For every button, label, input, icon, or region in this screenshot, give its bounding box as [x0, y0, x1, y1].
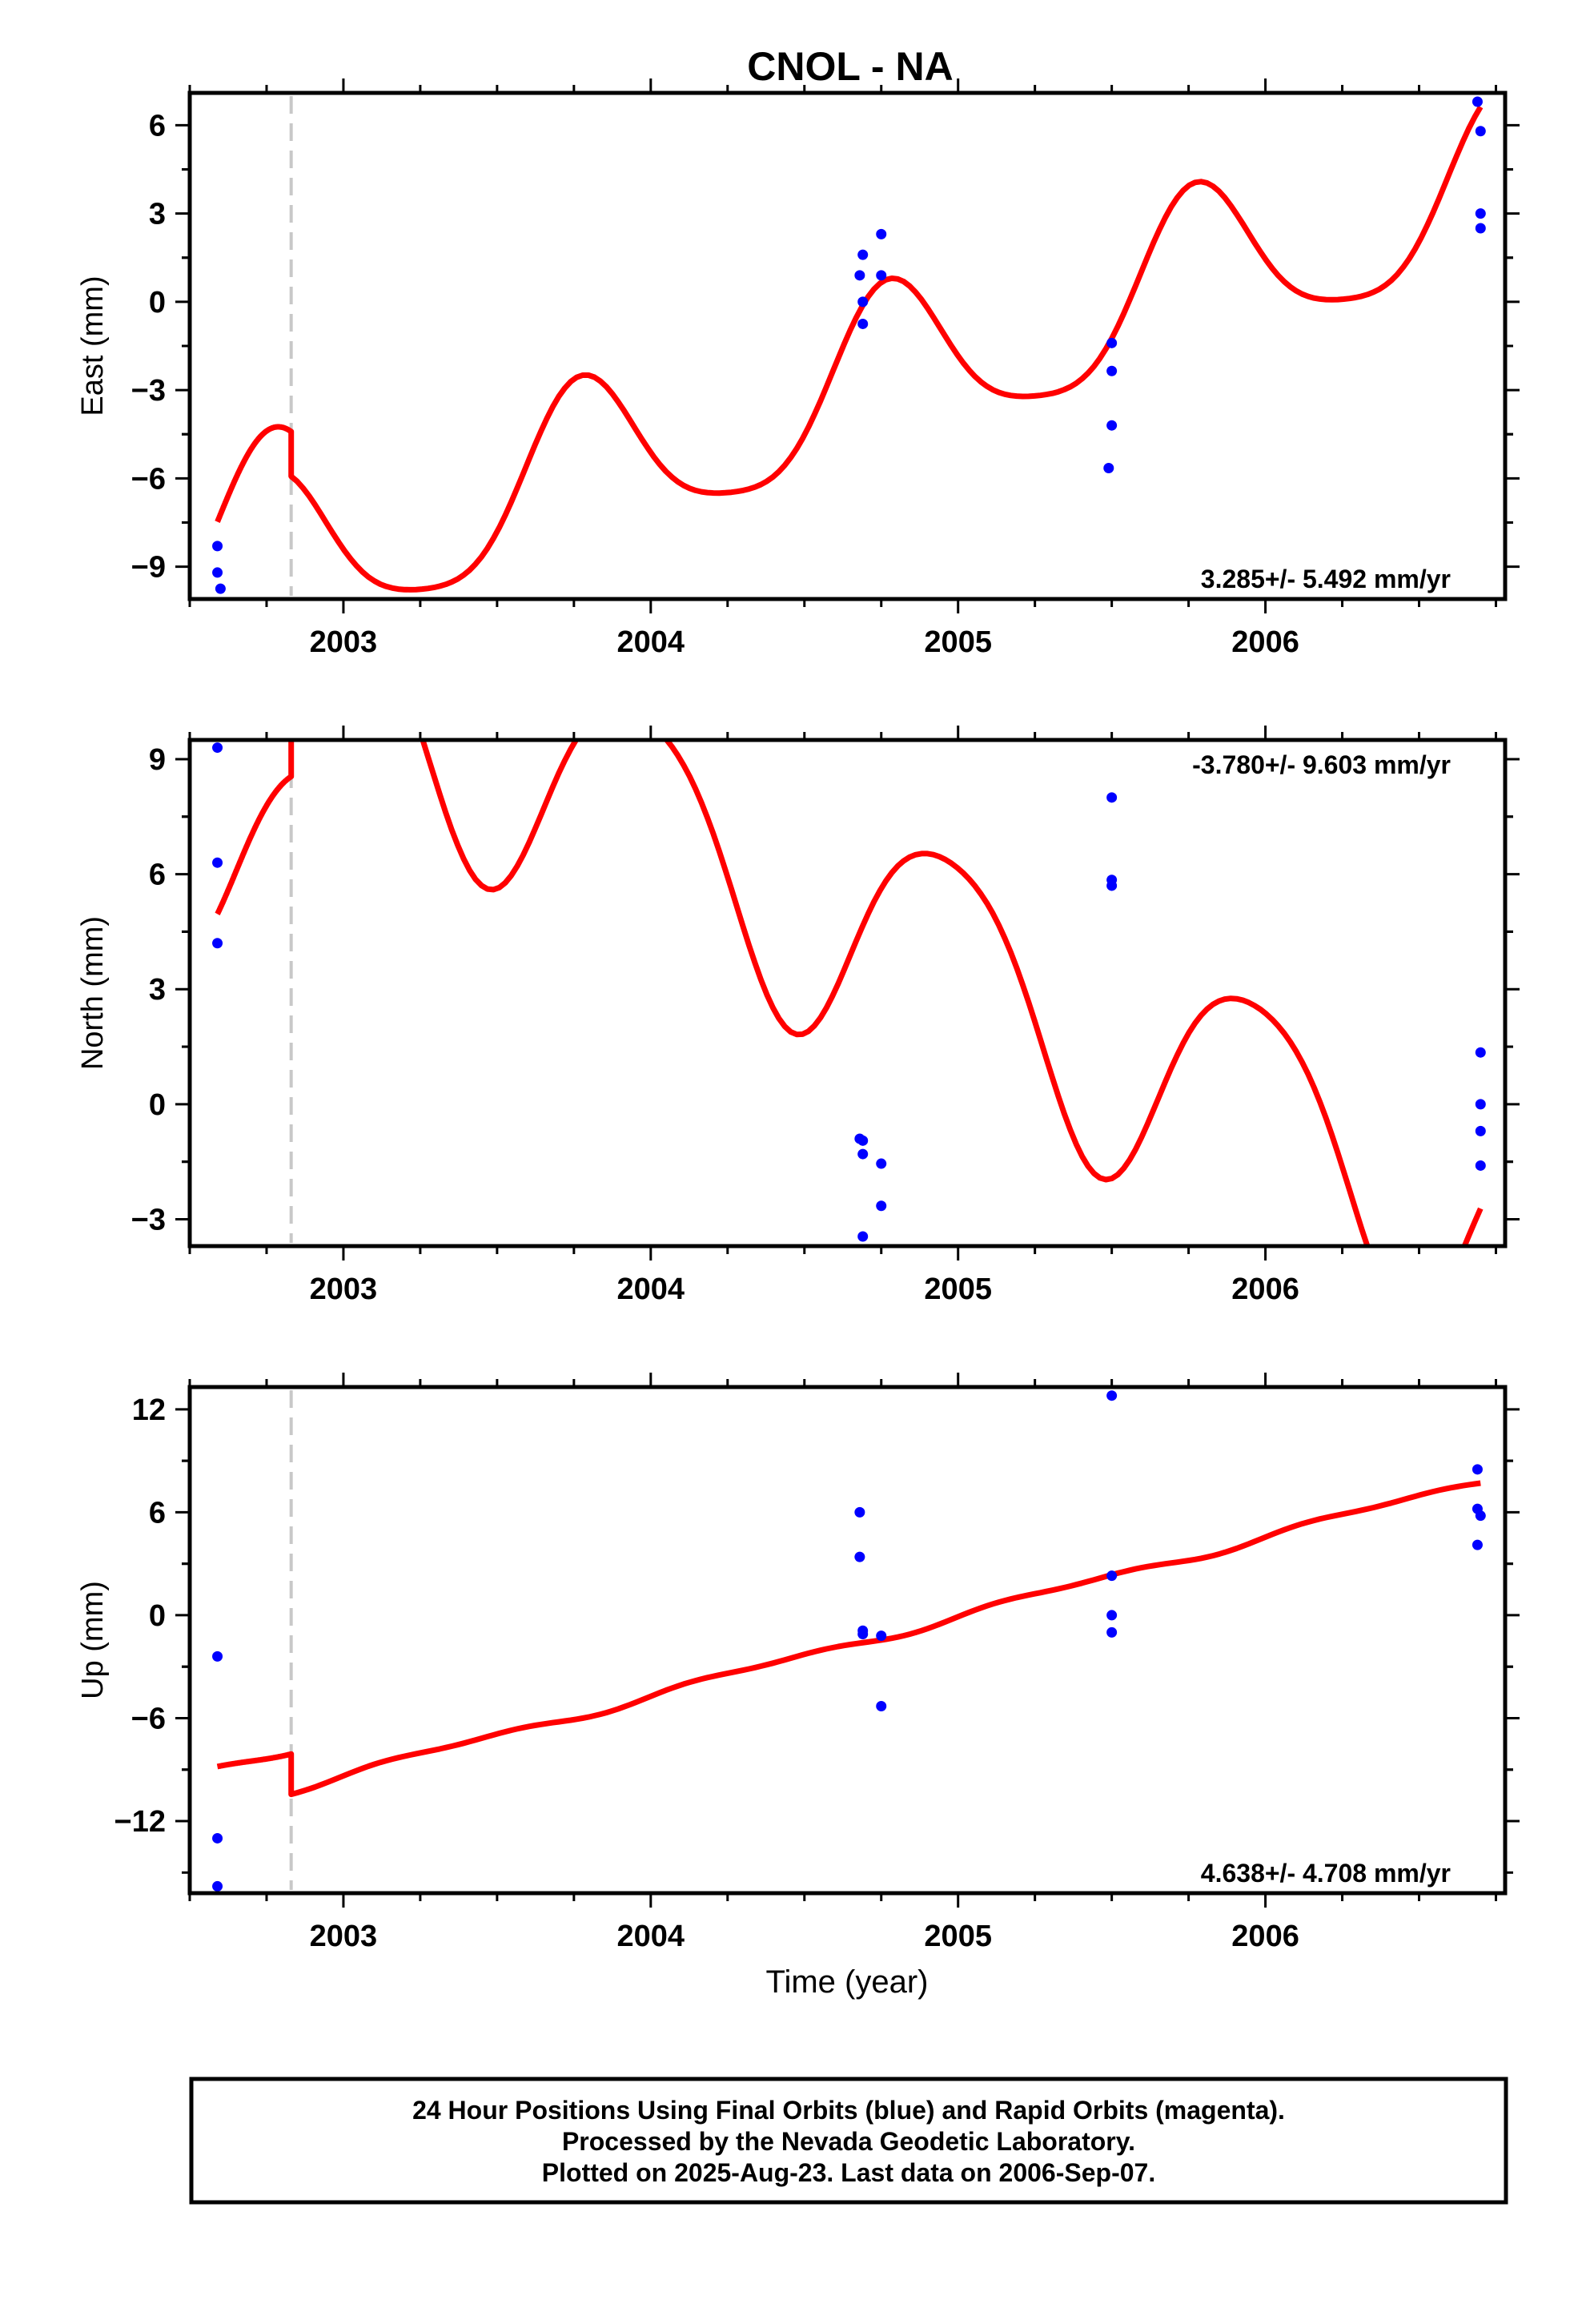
y-tick-label: 0 — [149, 1088, 166, 1122]
plot-frame — [187, 738, 1508, 1248]
data-point — [212, 938, 223, 949]
velocity-annotation: 4.638+/- 4.708 mm/yr — [1201, 1859, 1451, 1888]
footer-line-3: Plotted on 2025-Aug-23. Last data on 200… — [542, 2158, 1155, 2187]
data-point — [1475, 1160, 1486, 1171]
data-point — [1475, 223, 1486, 234]
data-point — [212, 1832, 223, 1844]
data-point — [1106, 1610, 1118, 1621]
footer-box: 24 Hour Positions Using Final Orbits (bl… — [189, 2077, 1508, 2205]
x-tick-label: 2003 — [310, 1273, 378, 1306]
data-point — [212, 567, 223, 578]
data-point — [1472, 96, 1483, 107]
y-tick-label: 3 — [149, 198, 166, 231]
panel-north: 2003 2004 2005 2006 −3 0 3 6 9 North (mm) -3.780+/… — [76, 726, 1520, 1306]
data-point — [857, 296, 869, 308]
data-point — [212, 742, 223, 754]
plot-frame — [187, 1385, 1508, 1896]
y-tick-label: −6 — [131, 1702, 166, 1735]
x-axis-label: Time (year) — [766, 1964, 929, 2000]
data-point — [212, 1651, 223, 1662]
x-tick-label: 2005 — [924, 1920, 992, 1953]
data-point — [215, 583, 226, 594]
footer-line-1: 24 Hour Positions Using Final Orbits (bl… — [412, 2096, 1285, 2125]
data-point — [212, 1880, 223, 1892]
y-axis-label: Up (mm) — [76, 1581, 110, 1699]
data-point — [1106, 1626, 1118, 1638]
y-tick-label: 12 — [132, 1393, 166, 1427]
data-point — [1106, 365, 1118, 376]
velocity-annotation: -3.780+/- 9.603 mm/yr — [1192, 750, 1451, 779]
data-point — [857, 1148, 869, 1160]
x-tick-label: 2004 — [617, 1920, 685, 1953]
model-curve — [215, 1480, 1481, 1798]
x-tick-label: 2003 — [310, 625, 378, 659]
velocity-annotation: 3.285+/- 5.492 mm/yr — [1201, 565, 1451, 593]
data-point — [876, 1630, 887, 1642]
y-tick-label: 6 — [149, 858, 166, 892]
footer-frame — [189, 2077, 1508, 2205]
x-tick-label: 2005 — [924, 1273, 992, 1306]
model-curve — [215, 740, 1484, 1246]
x-tick-label: 2006 — [1231, 1273, 1299, 1306]
data-point — [876, 1158, 887, 1169]
data-point — [854, 1551, 865, 1562]
data-point — [854, 270, 865, 281]
data-point — [1106, 792, 1118, 803]
x-tick-label: 2006 — [1231, 625, 1299, 659]
y-axis-label: East (mm) — [76, 275, 110, 416]
data-point — [1472, 1464, 1483, 1475]
y-tick-label: −3 — [131, 374, 166, 408]
x-tick-label: 2005 — [924, 625, 992, 659]
data-point — [857, 1629, 869, 1640]
x-tick-label: 2003 — [310, 1920, 378, 1953]
panel-east: 2003 2004 2005 2006 −9 −6 −3 0 3 6 East (mm) 3.285+… — [76, 78, 1520, 659]
model-curve — [215, 105, 1484, 593]
data-point — [212, 541, 223, 552]
x-tick-label: 2004 — [617, 1273, 685, 1306]
data-point — [1475, 208, 1486, 219]
data-point — [857, 1135, 869, 1146]
data-point — [1475, 1125, 1486, 1136]
y-tick-label: 9 — [149, 743, 166, 777]
y-tick-label: 3 — [149, 973, 166, 1007]
data-point — [857, 318, 869, 329]
data-point — [876, 1700, 887, 1711]
data-point — [854, 1506, 865, 1518]
data-point — [1106, 1390, 1118, 1401]
data-point — [1106, 337, 1118, 348]
y-tick-label: −6 — [131, 462, 166, 496]
data-point — [1475, 1510, 1486, 1522]
data-point — [1475, 1047, 1486, 1058]
data-point — [876, 228, 887, 239]
x-tick-label: 2004 — [617, 625, 685, 659]
y-tick-label: 6 — [149, 1496, 166, 1530]
data-point — [212, 857, 223, 868]
data-point — [1106, 1570, 1118, 1582]
panel-up: 2003 2004 2005 2006 −12 −6 0 6 12 Up (mm) 4.638+/-… — [76, 1373, 1520, 1953]
data-point — [1475, 1099, 1486, 1110]
y-tick-label: −12 — [114, 1805, 166, 1839]
data-point — [1475, 126, 1486, 137]
y-tick-label: −9 — [131, 551, 166, 585]
y-tick-label: 6 — [149, 109, 166, 143]
data-point — [876, 1200, 887, 1212]
data-point — [1106, 420, 1118, 431]
data-point — [876, 270, 887, 281]
y-tick-label: 0 — [149, 286, 166, 320]
plot-frame — [187, 90, 1508, 601]
y-tick-label: −3 — [131, 1203, 166, 1236]
data-point — [1106, 880, 1118, 891]
data-point — [1103, 462, 1114, 473]
data-point — [1472, 1539, 1483, 1550]
y-axis-label: North (mm) — [76, 916, 110, 1070]
x-tick-label: 2006 — [1231, 1920, 1299, 1953]
data-point — [857, 1231, 869, 1242]
figure-title: CNOL - NA — [747, 44, 953, 89]
footer-line-2: Processed by the Nevada Geodetic Laborat… — [562, 2127, 1135, 2156]
y-tick-label: 0 — [149, 1599, 166, 1633]
data-point — [857, 249, 869, 260]
